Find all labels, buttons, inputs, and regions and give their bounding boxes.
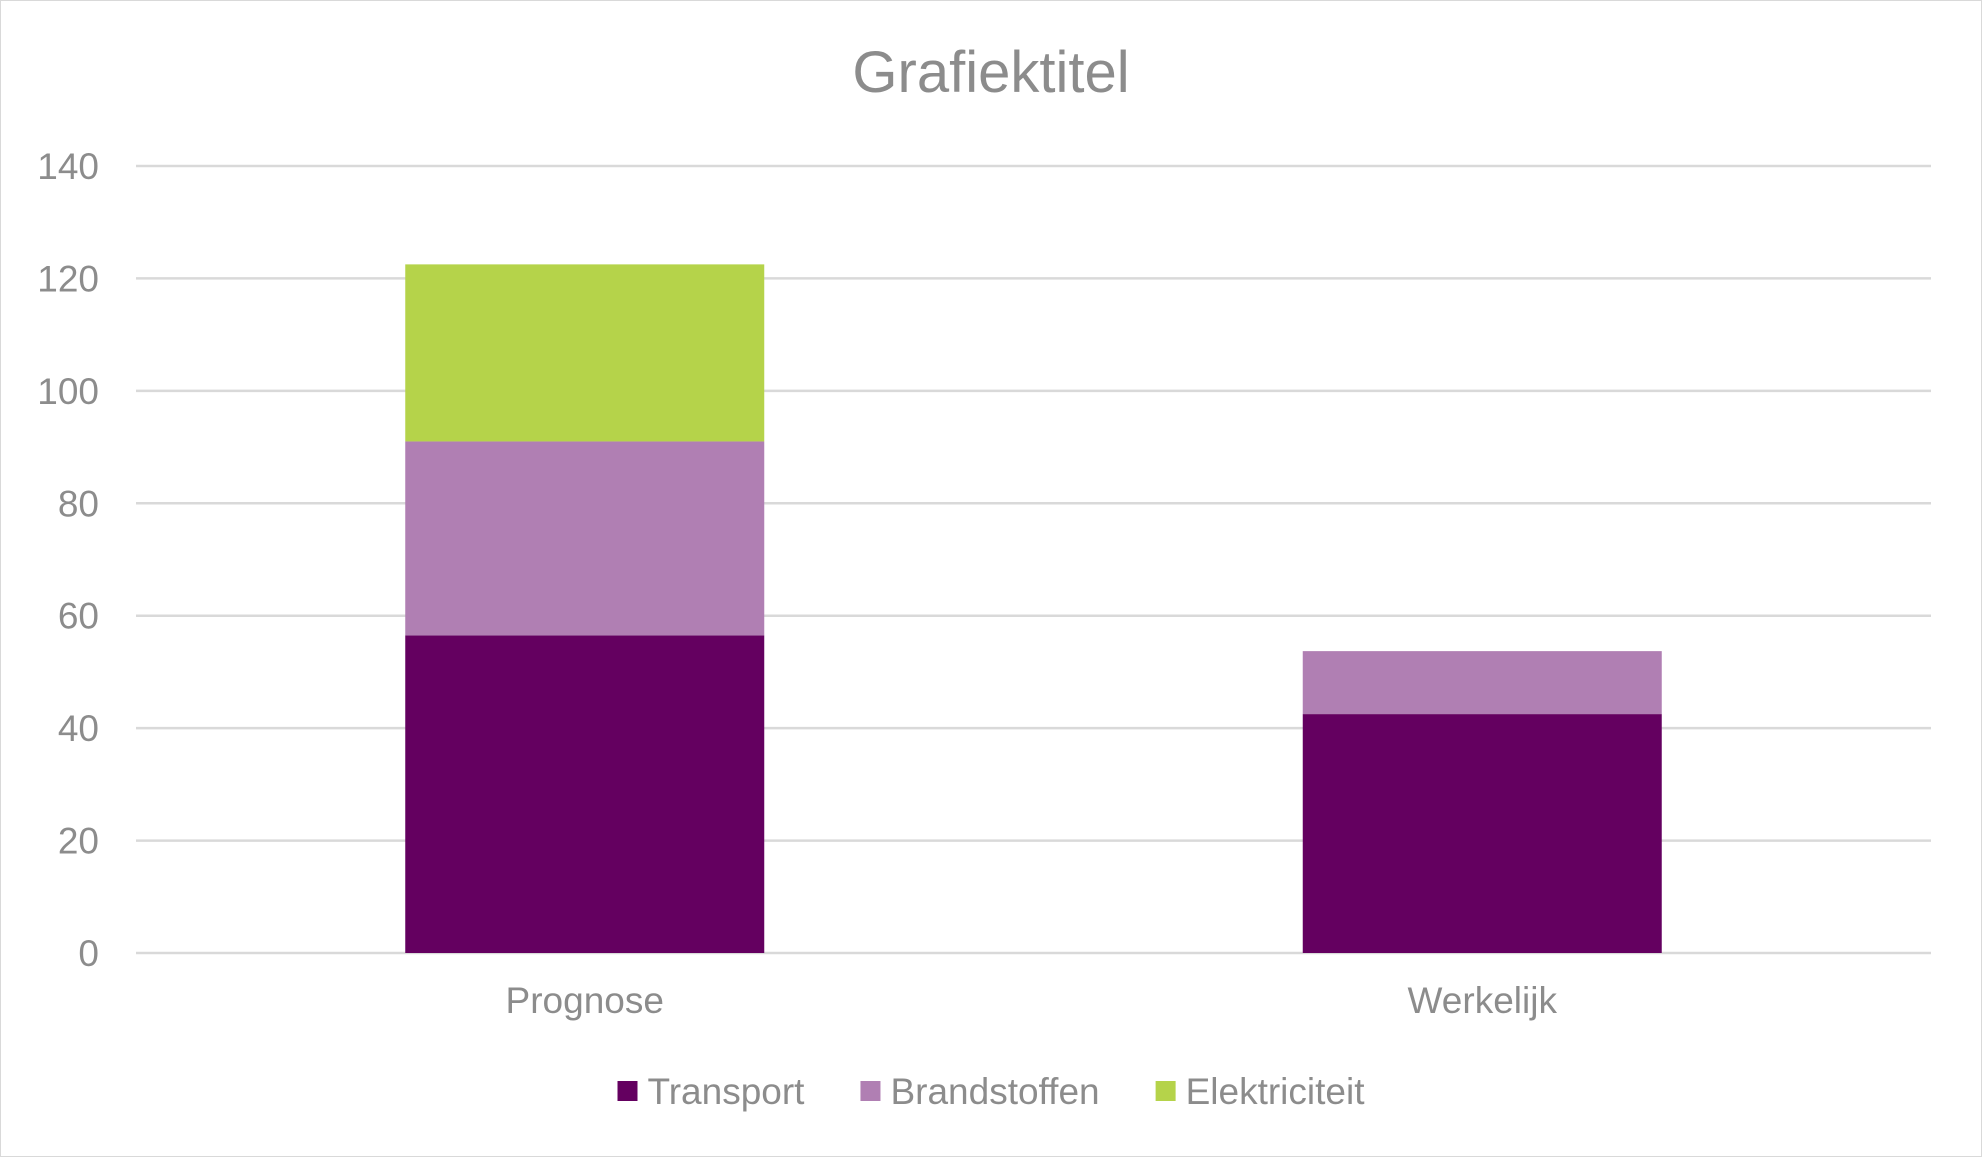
- y-tick-label: 140: [37, 146, 99, 187]
- bars: [405, 264, 1662, 953]
- legend: Transport Brandstoffen Elektriciteit: [617, 1071, 1366, 1112]
- chart-title: Grafiektitel: [852, 40, 1129, 105]
- legend-item: Brandstoffen: [860, 1071, 1100, 1112]
- bar-brandstoffen-prognose: [405, 441, 765, 636]
- legend-swatch: [860, 1081, 881, 1101]
- bar-brandstoffen-werkelijk: [1302, 651, 1662, 715]
- y-tick-label: 0: [78, 933, 99, 974]
- y-tick-label: 120: [37, 258, 99, 299]
- legend-item: Elektriciteit: [1155, 1071, 1366, 1112]
- legend-swatch: [617, 1081, 638, 1101]
- y-tick-label: 20: [58, 821, 99, 862]
- x-tick-label: Prognose: [506, 980, 664, 1021]
- legend-label: Brandstoffen: [890, 1071, 1099, 1112]
- bar-transport-werkelijk: [1302, 714, 1662, 953]
- bar-transport-prognose: [405, 635, 765, 953]
- legend-item: Transport: [617, 1071, 806, 1112]
- bar-elektriciteit-prognose: [405, 264, 765, 442]
- legend-swatch: [1155, 1081, 1176, 1101]
- y-tick-label: 80: [58, 483, 99, 524]
- x-axis-tick-labels: Prognose Werkelijk: [506, 980, 1558, 1021]
- y-tick-label: 60: [58, 596, 99, 637]
- y-tick-label: 100: [37, 371, 99, 412]
- legend-label: Transport: [648, 1071, 806, 1112]
- y-tick-label: 40: [58, 708, 99, 749]
- legend-label: Elektriciteit: [1186, 1071, 1366, 1112]
- y-axis-tick-labels: 0 20 40 60 80 100 120 140: [37, 146, 99, 974]
- x-tick-label: Werkelijk: [1408, 980, 1558, 1021]
